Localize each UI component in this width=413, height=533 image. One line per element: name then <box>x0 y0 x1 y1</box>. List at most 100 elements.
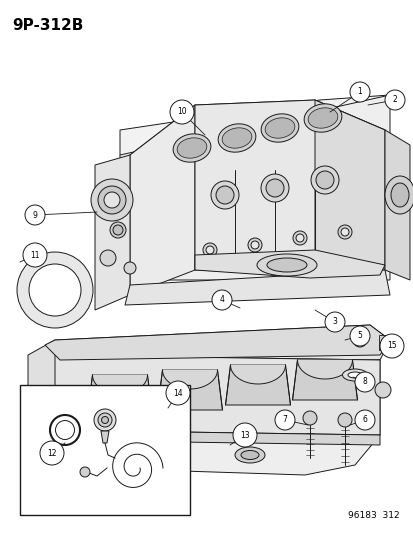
Circle shape <box>384 90 404 110</box>
Text: 8: 8 <box>362 377 366 386</box>
Text: 13: 13 <box>240 431 249 440</box>
Text: 1: 1 <box>357 87 361 96</box>
Polygon shape <box>157 370 222 410</box>
Circle shape <box>211 290 231 310</box>
Circle shape <box>29 264 81 316</box>
Ellipse shape <box>264 118 294 138</box>
Ellipse shape <box>310 166 338 194</box>
Text: 10: 10 <box>177 108 186 117</box>
Polygon shape <box>130 105 195 295</box>
Ellipse shape <box>261 114 298 142</box>
Circle shape <box>292 231 306 245</box>
Polygon shape <box>195 100 384 275</box>
Circle shape <box>247 238 261 252</box>
Text: 5: 5 <box>357 332 361 341</box>
Ellipse shape <box>113 225 123 235</box>
Polygon shape <box>225 365 290 405</box>
Ellipse shape <box>384 176 413 214</box>
Ellipse shape <box>235 447 264 463</box>
Ellipse shape <box>266 258 306 272</box>
Text: 9: 9 <box>33 211 37 220</box>
Circle shape <box>354 372 374 392</box>
Polygon shape <box>314 100 384 275</box>
Circle shape <box>340 228 348 236</box>
Ellipse shape <box>315 171 333 189</box>
Circle shape <box>80 467 90 477</box>
Ellipse shape <box>98 413 112 427</box>
Circle shape <box>337 225 351 239</box>
Polygon shape <box>45 325 389 360</box>
Ellipse shape <box>260 174 288 202</box>
Polygon shape <box>87 375 152 415</box>
Text: 9P-312B: 9P-312B <box>12 18 83 33</box>
Polygon shape <box>45 325 389 370</box>
Polygon shape <box>45 355 379 435</box>
FancyBboxPatch shape <box>20 385 190 515</box>
Circle shape <box>166 381 190 405</box>
Circle shape <box>295 234 303 242</box>
Polygon shape <box>45 430 379 445</box>
Ellipse shape <box>342 369 367 381</box>
Circle shape <box>100 250 116 266</box>
Circle shape <box>274 410 294 430</box>
Circle shape <box>33 386 51 404</box>
Circle shape <box>302 411 316 425</box>
Circle shape <box>349 326 369 346</box>
Circle shape <box>324 312 344 332</box>
Circle shape <box>354 410 374 430</box>
Ellipse shape <box>240 450 259 459</box>
Ellipse shape <box>218 124 255 152</box>
Polygon shape <box>28 340 55 440</box>
Polygon shape <box>95 155 130 310</box>
Polygon shape <box>45 355 379 475</box>
Ellipse shape <box>177 138 206 158</box>
Polygon shape <box>125 270 389 305</box>
Polygon shape <box>384 130 409 280</box>
Circle shape <box>374 382 390 398</box>
Ellipse shape <box>110 222 126 238</box>
Ellipse shape <box>216 186 233 204</box>
Ellipse shape <box>266 179 283 197</box>
Ellipse shape <box>173 134 210 162</box>
Ellipse shape <box>94 409 116 431</box>
Circle shape <box>40 441 64 465</box>
Circle shape <box>250 241 259 249</box>
Ellipse shape <box>347 372 361 378</box>
Text: 96183  312: 96183 312 <box>347 511 399 520</box>
Circle shape <box>349 82 369 102</box>
Text: 3: 3 <box>332 318 337 327</box>
Ellipse shape <box>390 183 408 207</box>
Ellipse shape <box>91 179 133 221</box>
Circle shape <box>202 243 216 257</box>
Circle shape <box>206 246 214 254</box>
Polygon shape <box>195 250 384 278</box>
Polygon shape <box>130 100 384 210</box>
Polygon shape <box>120 95 389 280</box>
Text: 15: 15 <box>386 342 396 351</box>
Polygon shape <box>101 431 109 443</box>
Circle shape <box>379 334 403 358</box>
Circle shape <box>17 252 93 328</box>
Circle shape <box>352 333 366 347</box>
Ellipse shape <box>104 192 120 208</box>
Text: 2: 2 <box>392 95 396 104</box>
Ellipse shape <box>211 181 238 209</box>
Ellipse shape <box>101 416 108 424</box>
Polygon shape <box>292 360 357 400</box>
Circle shape <box>25 205 45 225</box>
Circle shape <box>23 243 47 267</box>
Text: 12: 12 <box>47 448 57 457</box>
Circle shape <box>124 262 136 274</box>
Circle shape <box>170 100 194 124</box>
Text: 14: 14 <box>173 389 183 398</box>
Circle shape <box>337 413 351 427</box>
Text: 7: 7 <box>282 416 287 424</box>
Polygon shape <box>120 95 389 200</box>
Ellipse shape <box>256 254 316 276</box>
Ellipse shape <box>304 104 341 132</box>
Text: 4: 4 <box>219 295 224 304</box>
Text: 11: 11 <box>30 251 40 260</box>
Text: 6: 6 <box>362 416 367 424</box>
Ellipse shape <box>98 186 126 214</box>
Polygon shape <box>378 335 389 350</box>
